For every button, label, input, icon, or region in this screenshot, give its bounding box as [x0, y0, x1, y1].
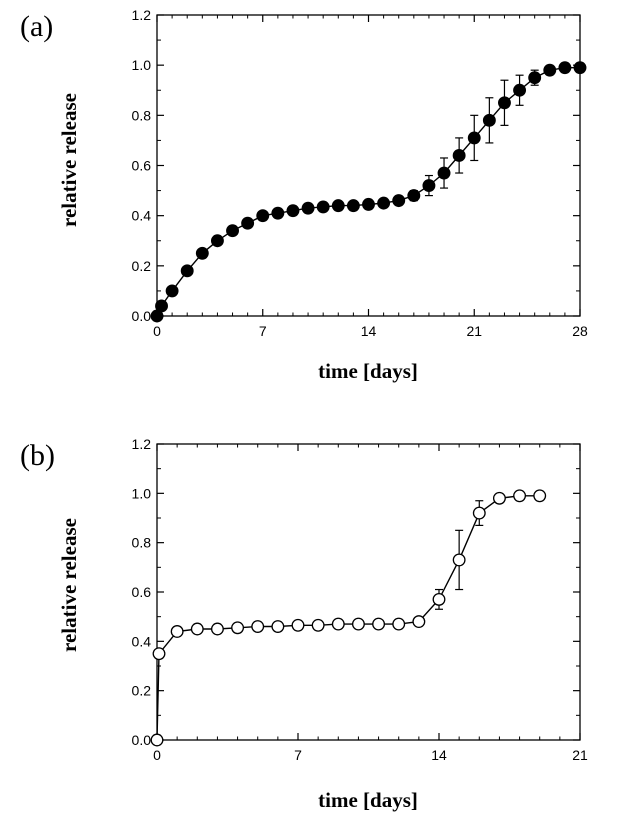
y-tick-label: 0.8 — [132, 107, 152, 123]
data-point — [331, 199, 345, 213]
data-point — [437, 166, 451, 180]
y-tick-label: 0.0 — [132, 732, 152, 748]
data-point — [407, 189, 421, 203]
data-point — [301, 201, 315, 215]
plot-frame — [156, 443, 581, 741]
x-tick-label: 7 — [259, 323, 267, 339]
y-tick-label: 1.0 — [132, 57, 152, 73]
data-point — [467, 131, 481, 145]
data-point — [513, 489, 527, 503]
x-tick-label: 28 — [572, 323, 588, 339]
data-point — [513, 83, 527, 97]
data-point — [210, 622, 224, 636]
y-tick-label: 0.4 — [132, 208, 152, 224]
y-tick-label: 0.6 — [132, 158, 152, 174]
data-point — [351, 617, 365, 631]
y-tick-label: 0.6 — [132, 584, 152, 600]
data-point — [377, 196, 391, 210]
data-point — [432, 592, 446, 606]
y-tick-label: 0.4 — [132, 633, 152, 649]
y-tick-label: 0.8 — [132, 535, 152, 551]
data-point — [311, 618, 325, 632]
y-tick-label: 1.0 — [132, 485, 152, 501]
data-point — [210, 234, 224, 248]
data-point — [286, 204, 300, 218]
data-point — [372, 617, 386, 631]
y-tick-label: 1.2 — [132, 436, 152, 452]
x-tick-label: 21 — [572, 747, 588, 763]
plot-frame — [156, 14, 581, 317]
data-point — [165, 284, 179, 298]
data-point — [271, 620, 285, 633]
data-point — [180, 264, 194, 278]
data-point — [155, 299, 168, 313]
x-tick-label: 0 — [153, 747, 161, 763]
y-axis-label: relative release — [57, 518, 81, 652]
data-point — [558, 61, 572, 75]
panel-label: (a) — [20, 10, 53, 43]
data-point — [271, 206, 285, 220]
data-point — [392, 617, 406, 631]
data-point — [170, 625, 184, 638]
data-point — [291, 618, 305, 632]
data-point — [452, 149, 466, 162]
panel-label: (b) — [20, 439, 55, 472]
data-point — [492, 491, 506, 505]
y-tick-label: 1.2 — [132, 7, 152, 23]
data-point — [346, 199, 360, 213]
data-point — [498, 96, 511, 110]
x-tick-label: 7 — [294, 747, 302, 763]
data-point — [150, 733, 164, 747]
data-point — [533, 489, 547, 503]
data-point — [190, 622, 204, 636]
data-point — [543, 63, 557, 77]
x-tick-label: 14 — [361, 323, 377, 339]
chart-panel-1: (b) 0.0 0.2 0.4 0.6 0.8 1.0 1.2 0 7 14 21 time [days… — [20, 436, 588, 812]
x-tick-label: 14 — [431, 747, 447, 763]
data-point — [452, 553, 466, 567]
data-point — [251, 620, 265, 633]
data-point — [392, 194, 406, 208]
y-tick-label: 0.2 — [132, 683, 152, 699]
data-point — [226, 224, 239, 238]
data-point — [472, 506, 486, 520]
series-line — [156, 495, 540, 741]
data-point — [422, 179, 436, 193]
chart-panel-0: (a) 0.0 0.2 0.4 0.6 0.8 1.0 1.2 0 7 14 21 28 time [da… — [20, 7, 588, 383]
x-tick-label: 21 — [466, 323, 482, 339]
data-point — [152, 647, 166, 661]
y-axis-label: relative release — [57, 93, 81, 227]
x-tick-label: 0 — [153, 323, 161, 339]
y-tick-label: 0.2 — [132, 258, 152, 274]
data-point — [256, 209, 270, 223]
data-point — [412, 615, 426, 629]
data-point — [573, 61, 587, 75]
data-point — [195, 246, 209, 260]
data-point — [316, 200, 330, 214]
y-tick-label: 0.0 — [132, 308, 152, 324]
data-point — [231, 621, 245, 635]
data-point — [362, 197, 375, 211]
data-point — [331, 617, 345, 631]
x-axis-label: time [days] — [318, 788, 418, 812]
data-point — [482, 113, 496, 127]
data-point — [241, 216, 255, 230]
data-point — [528, 71, 542, 85]
x-axis-label: time [days] — [318, 359, 418, 383]
